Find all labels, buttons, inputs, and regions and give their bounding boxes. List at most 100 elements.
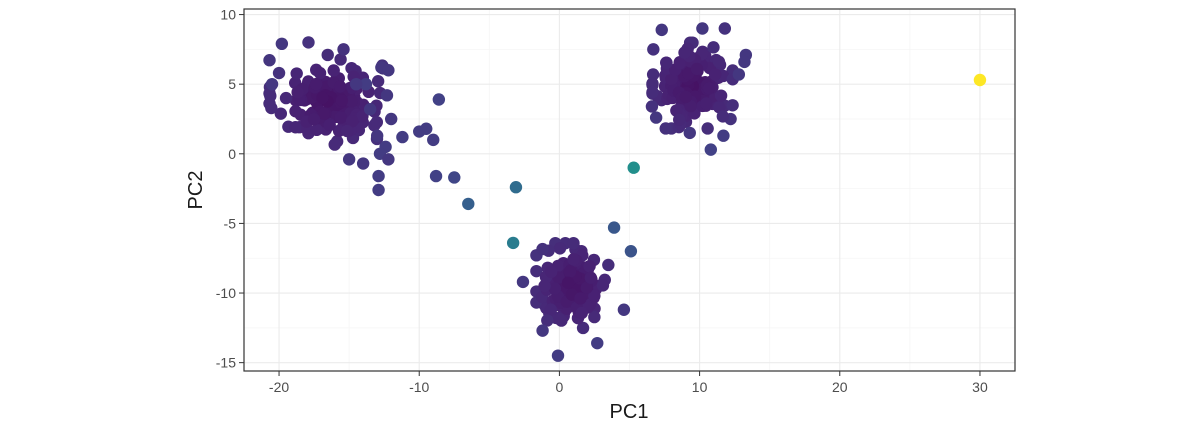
scatter-point [334,53,347,66]
scatter-point [275,37,289,51]
scatter-point [345,95,358,108]
scatter-point [678,46,691,59]
scatter-point [683,126,696,140]
scatter-point [596,279,610,292]
scatter-point [290,67,303,80]
scatter-point [263,54,276,67]
scatter-point [655,23,668,37]
scatter-point [317,107,330,120]
scatter-point [263,97,276,110]
scatter-point [584,271,598,284]
scatter-point [396,130,409,144]
scatter-point [563,265,577,278]
scatter-point [345,114,359,128]
scatter-point [530,264,543,278]
scatter-point [627,161,640,174]
scatter-point [279,91,293,105]
scatter-point [313,66,327,80]
scatter-point [576,321,590,335]
data-points [263,22,987,362]
scatter-point [703,82,716,95]
scatter-point [536,324,549,337]
scatter-point [544,303,558,316]
scatter-point [265,77,279,91]
scatter-point [738,55,751,69]
scatter-point [574,292,587,305]
scatter-point [327,64,340,77]
scatter-point [659,122,672,135]
scatter-point [580,281,593,294]
y-tick-label: 0 [228,146,236,162]
scatter-point [544,265,558,279]
x-tick-label: -20 [269,379,289,395]
scatter-point [335,94,349,107]
x-axis-ticks: -20 -10 0 10 20 30 [269,371,988,395]
scatter-point [709,68,722,81]
scatter-point [591,336,604,350]
scatter-point [274,107,288,120]
scatter-point [384,112,398,126]
scatter-point [516,275,530,289]
scatter-point [673,113,686,127]
scatter-point [679,90,693,104]
scatter-point [567,253,580,266]
scatter-point [371,75,385,88]
scatter-point [462,197,475,211]
scatter-point [647,43,660,56]
scatter-point [509,181,523,194]
scatter-point [289,121,302,134]
scatter-point [432,93,446,106]
scatter-point [538,279,551,293]
y-tick-label: -15 [216,355,236,371]
scatter-point [660,56,673,70]
scatter-point [289,105,302,118]
scatter-point [973,73,987,87]
y-tick-label: -5 [224,215,237,231]
scatter-point [337,43,350,56]
scatter-point [553,242,567,255]
y-axis-title: PC2 [185,171,207,210]
scatter-point [714,89,728,102]
scatter-point [588,310,601,324]
scatter-point [718,22,732,35]
scatter-point [356,157,370,170]
scatter-point [328,138,341,151]
scatter-point [602,258,615,272]
scatter-point [370,129,384,142]
scatter-point [420,122,433,135]
scatter-point [427,133,440,147]
scatter-point [363,103,377,116]
scatter-point [553,312,566,326]
x-tick-label: 20 [832,379,848,395]
scatter-point [583,259,596,273]
scatter-point [665,72,678,86]
scatter-point [506,236,520,250]
scatter-point [382,64,395,77]
scatter-point [272,66,286,80]
scatter-point [567,236,580,250]
scatter-point [368,119,381,132]
scatter-point [732,68,746,81]
grid-minor-lines [244,9,1015,371]
scatter-point [716,110,730,123]
scatter-point [321,48,334,62]
scatter-point [561,276,575,289]
y-axis-ticks: -15 -10 -5 0 5 10 [216,7,244,371]
scatter-point [649,111,663,124]
x-tick-label: 0 [556,379,564,395]
scatter-point [340,124,354,138]
scatter-point [310,123,323,137]
scatter-point [372,183,385,197]
scatter-point [372,169,385,183]
scatter-point [307,113,321,126]
scatter-point [448,171,461,184]
scatter-point [575,306,588,320]
y-tick-label: 10 [220,7,236,23]
scatter-point [701,122,714,135]
scatter-point [429,169,443,183]
scatter-point [707,41,720,54]
scatter-point [536,242,549,256]
scatter-point [309,77,323,91]
y-tick-label: -10 [216,285,236,301]
